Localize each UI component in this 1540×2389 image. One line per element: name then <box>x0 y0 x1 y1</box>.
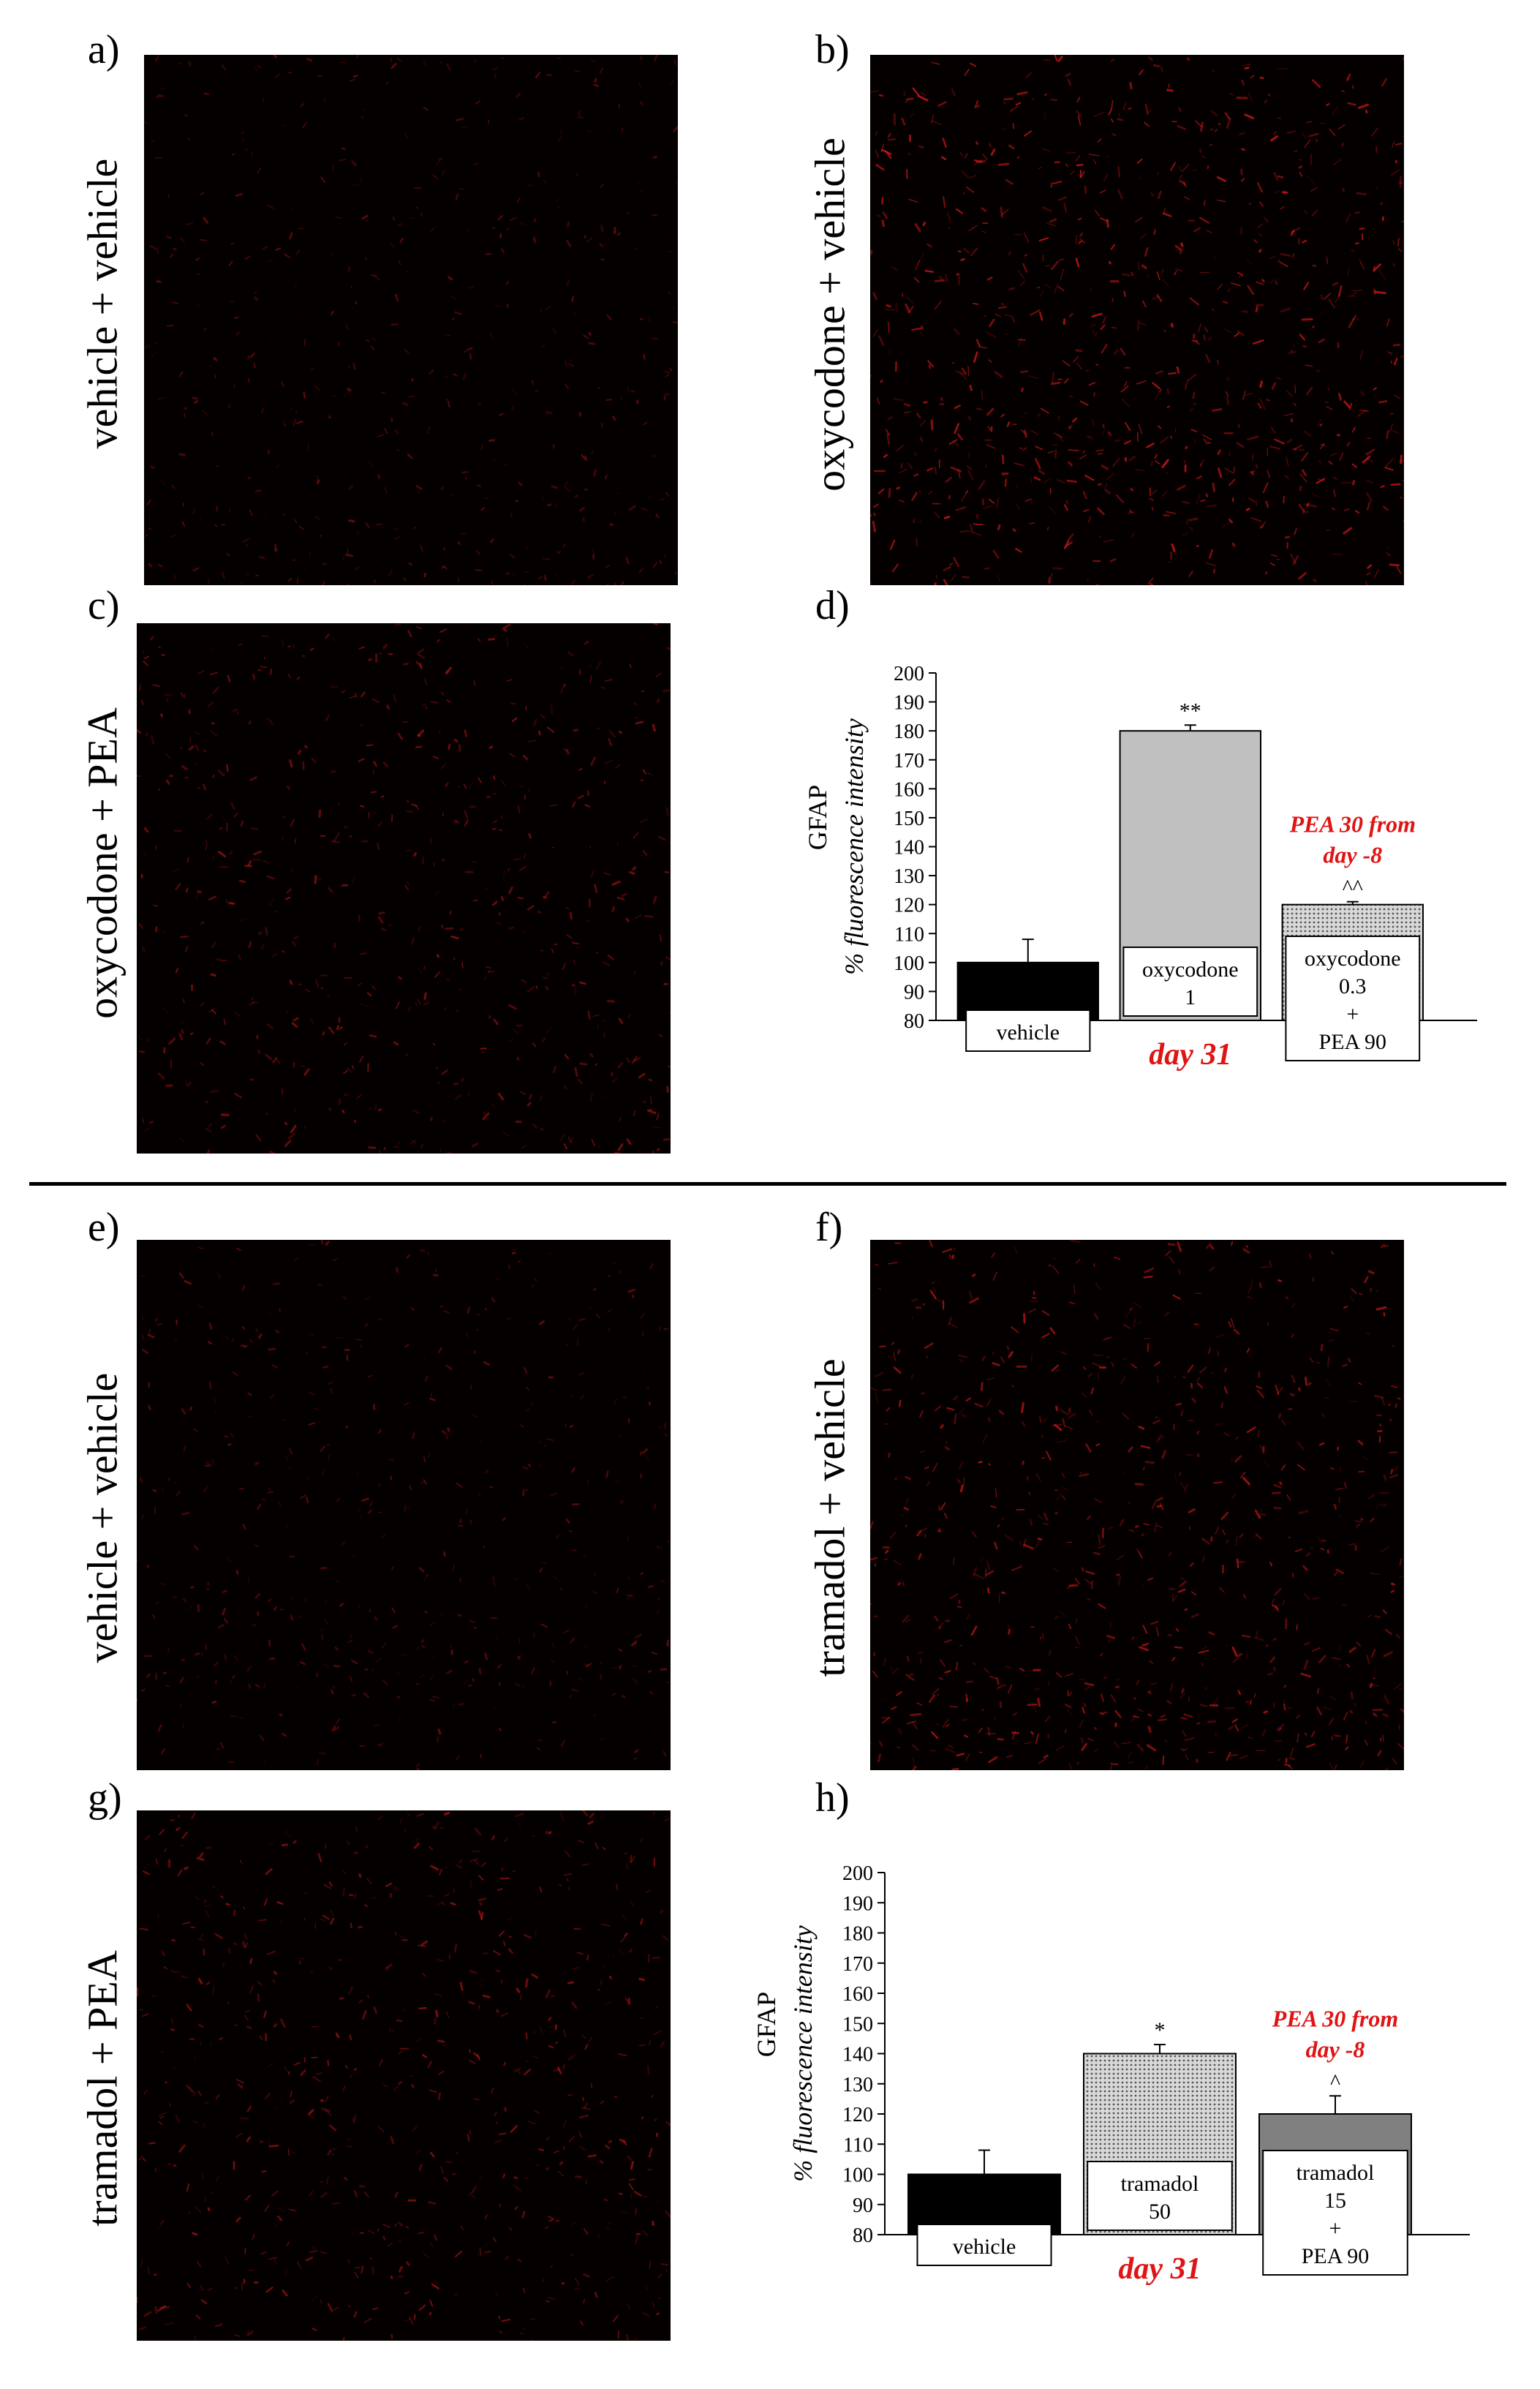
category-label: 0.3 <box>1339 974 1367 998</box>
y-tick-label: 180 <box>894 721 924 743</box>
micrograph-e <box>137 1240 671 1770</box>
panel-a-label: vehicle + vehicle <box>78 158 127 449</box>
significance-label: ** <box>1179 699 1201 723</box>
panel-c-label: oxycodone + PEA <box>78 707 127 1019</box>
category-label: tramadol <box>1296 2161 1375 2185</box>
panel-f-label: tramadol + vehicle <box>806 1358 854 1677</box>
y-tick-label: 160 <box>842 1983 873 2006</box>
y-tick-label: 90 <box>904 981 924 1004</box>
panel-a-letter: a) <box>88 27 120 72</box>
pea-annotation: day -8 <box>1323 842 1382 868</box>
category-label: vehicle <box>996 1020 1060 1045</box>
micrograph-g <box>137 1810 671 2341</box>
category-label-box <box>916 2224 1052 2266</box>
category-label: 1 <box>1185 985 1196 1009</box>
x-axis-label: day 31 <box>1149 1038 1231 1072</box>
y-tick-label: 130 <box>894 865 924 888</box>
y-axis-label-top: GFAP <box>752 1992 781 2057</box>
y-tick-label: 110 <box>843 2134 873 2156</box>
panel-b-label: oxycodone + vehicle <box>806 138 854 492</box>
y-tick-label: 160 <box>894 778 924 801</box>
pea-annotation: day -8 <box>1306 2036 1365 2062</box>
category-label: + <box>1329 2216 1342 2241</box>
panel-e-label: vehicle + vehicle <box>78 1372 127 1663</box>
panel-g-letter: g) <box>88 1775 122 1821</box>
micrograph-f <box>870 1240 1404 1770</box>
pea-annotation: PEA 30 from <box>1289 811 1416 838</box>
y-tick-label: 200 <box>842 1862 873 1885</box>
y-axis-label-bottom: % fluorescence intensity <box>788 1925 818 2182</box>
y-tick-label: 130 <box>842 2074 873 2096</box>
panel-b-letter: b) <box>815 27 850 72</box>
micrograph-texture <box>144 55 678 585</box>
y-tick-label: 110 <box>894 923 924 946</box>
y-tick-label: 80 <box>904 1010 924 1033</box>
y-tick-label: 190 <box>894 692 924 715</box>
micrograph-texture <box>137 1240 671 1770</box>
category-label-box <box>965 1009 1091 1052</box>
category-label: oxycodone <box>1142 958 1239 982</box>
pea-annotation: PEA 30 from <box>1272 2005 1398 2031</box>
category-label: 15 <box>1324 2189 1346 2213</box>
panel-g-label: tramadol + PEA <box>78 1950 127 2227</box>
y-axis-label-bottom: % fluorescence intensity <box>839 718 869 975</box>
category-label: oxycodone <box>1305 947 1401 971</box>
significance-label: * <box>1155 2018 1166 2042</box>
y-tick-label: 140 <box>894 837 924 859</box>
y-tick-label: 140 <box>842 2044 873 2066</box>
y-tick-label: 150 <box>842 2013 873 2036</box>
y-tick-label: 200 <box>894 663 924 685</box>
micrograph-texture <box>137 623 671 1154</box>
category-label: 50 <box>1149 2200 1171 2224</box>
category-label-box <box>1122 947 1258 1017</box>
y-tick-label: 150 <box>894 808 924 830</box>
panel-e-letter: e) <box>88 1205 120 1250</box>
y-tick-label: 120 <box>894 895 924 917</box>
panel-f-letter: f) <box>815 1205 843 1250</box>
micrograph-texture <box>870 55 1404 585</box>
panel-h-letter: h) <box>815 1775 850 1821</box>
category-label-box <box>1262 2150 1408 2276</box>
category-label: PEA 90 <box>1319 1030 1387 1054</box>
category-label: tramadol <box>1121 2172 1199 2196</box>
y-tick-label: 170 <box>842 1953 873 1976</box>
micrograph-texture <box>870 1240 1404 1770</box>
x-axis-label: day 31 <box>1118 2252 1201 2286</box>
significance-label: ^ <box>1330 2069 1340 2093</box>
section-divider <box>29 1182 1506 1186</box>
category-label-box <box>1087 2161 1233 2231</box>
y-tick-label: 180 <box>842 1923 873 1946</box>
y-tick-label: 170 <box>894 750 924 772</box>
micrograph-texture <box>137 1810 671 2341</box>
y-tick-label: 100 <box>894 952 924 975</box>
y-axis-label-top: GFAP <box>803 785 832 850</box>
chart-d: 80 90 100 110 120 130 140 150 160 170 180 190 200 GFA… <box>790 644 1521 1170</box>
y-tick-label: 80 <box>853 2224 873 2247</box>
y-tick-label: 120 <box>842 2104 873 2126</box>
category-label: PEA 90 <box>1302 2244 1370 2268</box>
significance-label: ^^ <box>1343 876 1363 900</box>
y-tick-label: 190 <box>842 1892 873 1915</box>
y-tick-label: 90 <box>853 2194 873 2217</box>
panel-c-letter: c) <box>88 583 120 628</box>
chart-h: 80 90 100 110 120 130 140 150 160 170 180 190 200 GFA… <box>739 1843 1514 2385</box>
category-label-box <box>1285 936 1421 1061</box>
category-label: + <box>1346 1002 1359 1026</box>
y-tick-label: 100 <box>842 2164 873 2187</box>
micrograph-a <box>144 55 678 585</box>
micrograph-b <box>870 55 1404 585</box>
category-label: vehicle <box>953 2235 1016 2259</box>
panel-d-letter: d) <box>815 583 850 628</box>
micrograph-c <box>137 623 671 1154</box>
